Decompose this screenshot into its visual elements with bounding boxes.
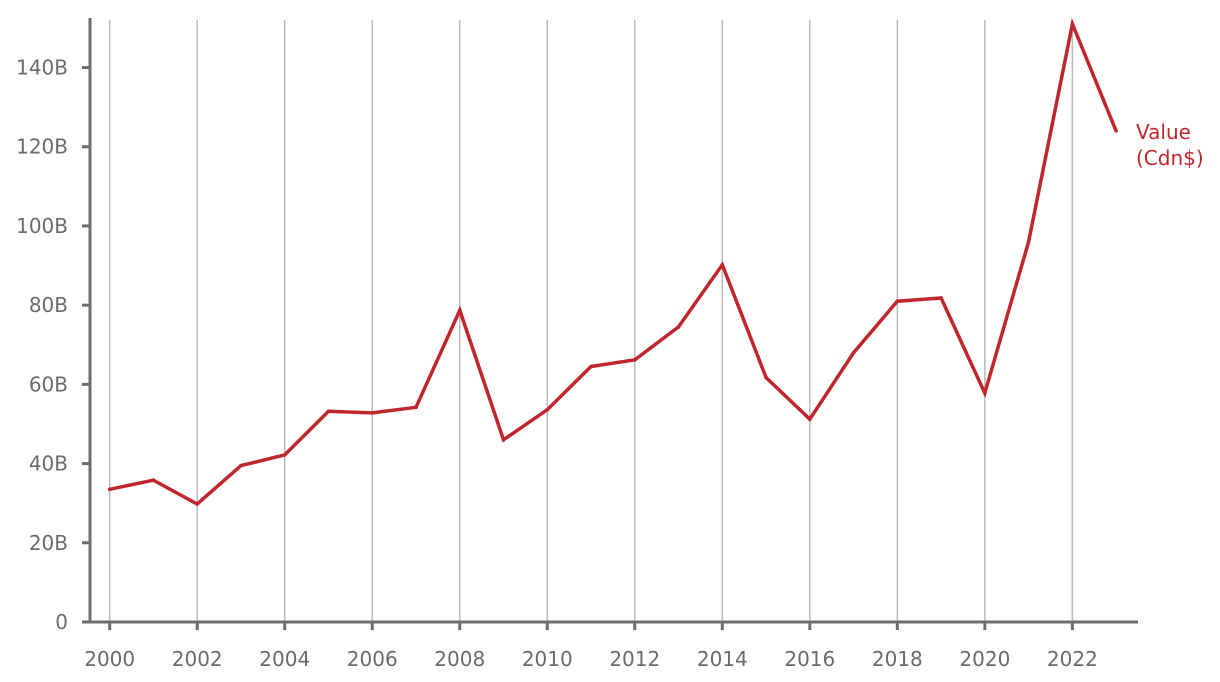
data-point — [895, 299, 900, 303]
x-tick-label: 2014 — [697, 647, 748, 671]
x-tick-label: 2020 — [959, 647, 1010, 671]
data-point — [457, 308, 462, 313]
data-point — [939, 296, 943, 300]
data-point — [107, 487, 112, 492]
data-point — [808, 417, 812, 422]
data-point — [1114, 129, 1118, 133]
series-label: Value (Cdn$) — [1136, 120, 1204, 170]
data-point — [545, 407, 550, 412]
x-tick-label: 2008 — [434, 647, 485, 671]
data-point — [589, 364, 593, 369]
data-point — [282, 453, 287, 457]
y-tick-label: 80B — [29, 293, 68, 317]
x-tick-label: 2000 — [84, 647, 135, 671]
y-tick-label: 40B — [29, 452, 68, 476]
data-point — [501, 438, 506, 442]
data-point — [1070, 22, 1075, 26]
series-line — [109, 17, 1118, 507]
x-tick-label: 2016 — [784, 647, 835, 671]
x-tick-label: 2012 — [609, 647, 660, 671]
grid-lines — [108, 20, 1074, 622]
y-tick-label: 140B — [16, 56, 68, 80]
data-point — [370, 411, 375, 415]
data-point — [851, 350, 856, 355]
data-point — [983, 391, 987, 395]
data-point — [239, 463, 243, 468]
series-label-line: Value — [1136, 120, 1191, 144]
x-tick-label: 2022 — [1047, 647, 1098, 671]
axes — [88, 18, 1138, 624]
y-tick-label: 120B — [16, 135, 68, 159]
x-tick-label: 2018 — [872, 647, 923, 671]
x-tick-label: 2004 — [259, 647, 310, 671]
data-point — [632, 358, 637, 362]
x-axis-ticks: 2000 2002 2004 2006 2008 2010 2012 2014 2016 2018… — [84, 622, 1098, 671]
data-point — [195, 502, 200, 506]
x-tick-label: 2010 — [522, 647, 573, 671]
series-layer — [107, 17, 1118, 507]
x-tick-label: 2006 — [347, 647, 398, 671]
data-point — [764, 375, 768, 380]
data-point — [414, 405, 418, 410]
y-tick-label: 100B — [16, 214, 68, 238]
y-tick-label: 0 — [55, 610, 68, 634]
series-labels: Value (Cdn$) — [1136, 120, 1204, 170]
data-point — [326, 409, 331, 414]
x-tick-label: 2002 — [172, 647, 223, 671]
series-label-line: (Cdn$) — [1136, 146, 1204, 170]
y-axis-ticks: 0 20B 40B 60B 80B 100B 120B 140B — [16, 56, 90, 634]
y-tick-label: 60B — [29, 372, 68, 396]
y-tick-label: 20B — [29, 531, 68, 555]
data-point — [1026, 239, 1031, 244]
data-point — [720, 262, 725, 267]
data-point — [676, 325, 681, 329]
data-point — [151, 478, 156, 483]
